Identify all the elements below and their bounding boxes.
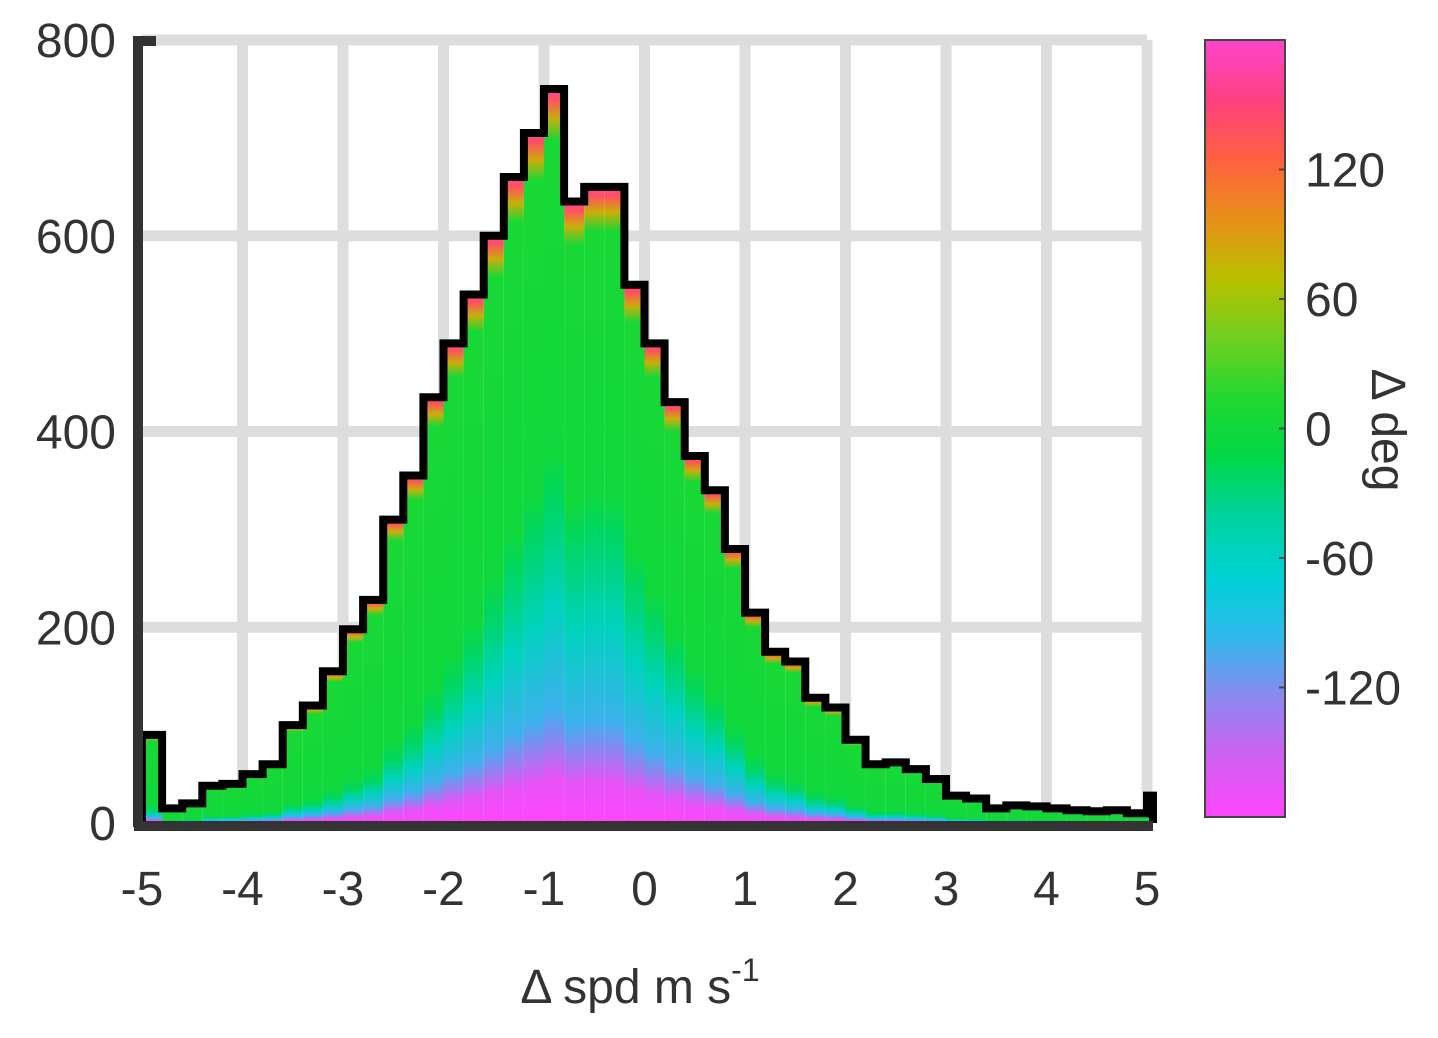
colorbar-tick-label: -120 (1305, 663, 1401, 716)
histogram-bar (865, 764, 886, 823)
histogram-bar (383, 519, 404, 823)
histogram-bar (704, 490, 725, 823)
x-tick-labels: -5 -4 -3 -2 -1 0 1 2 3 4 5 (121, 863, 1161, 916)
y-tick-label: 400 (36, 407, 116, 460)
histogram-bar (885, 762, 906, 823)
x-tick-label: 0 (631, 863, 658, 916)
histogram-outline-path (138, 84, 1157, 823)
y-tick-labels: 0 200 400 600 800 (36, 15, 116, 851)
histogram-bar (724, 548, 745, 823)
histogram-bar (785, 661, 806, 823)
y-tick-label: 600 (36, 211, 116, 264)
colorbar: -120 -60 0 60 120 (1204, 39, 1401, 818)
colorbar-tick-label: 60 (1305, 274, 1358, 327)
histogram-bar (1006, 805, 1027, 823)
colorbar-tick-label: -60 (1305, 533, 1374, 586)
x-tick-label: -2 (422, 863, 465, 916)
colorbar-gradient (1204, 39, 1286, 818)
colorbar-tick-label: 120 (1305, 145, 1385, 198)
x-axis-label: Δ spd m s-1 (520, 952, 759, 1014)
histogram-bar (544, 88, 565, 823)
x-tick-label: 2 (832, 863, 859, 916)
histogram-bar (684, 455, 705, 823)
histogram-bar (805, 697, 826, 823)
x-axis-label-superscript: -1 (731, 952, 759, 988)
histogram-bar (946, 795, 967, 823)
histogram-bar (624, 284, 645, 823)
axes (133, 36, 1153, 831)
y-tick-label: 0 (89, 798, 116, 851)
histogram-bar (182, 803, 203, 823)
x-tick-label: -4 (221, 863, 264, 916)
histogram-bar (845, 739, 866, 823)
histogram-bar (322, 671, 343, 823)
histogram-bar (242, 774, 263, 823)
histogram-bar (262, 764, 283, 823)
histogram-bar (302, 705, 323, 823)
histogram-bar (905, 769, 926, 823)
histogram-bar (443, 343, 464, 823)
y-axis-top-tick (138, 36, 156, 46)
histogram-bar (343, 629, 364, 823)
x-tick-label: -5 (121, 863, 164, 916)
x-tick-label: -3 (322, 863, 365, 916)
histogram-bar (423, 397, 444, 823)
histogram-bar (825, 707, 846, 823)
histogram-bar (1086, 811, 1107, 823)
x-tick-label: 5 (1134, 863, 1161, 916)
histogram-bar (403, 475, 424, 823)
histogram-bar (222, 783, 243, 823)
histogram-bar (202, 785, 223, 823)
histogram-bar (966, 798, 987, 823)
histogram-bars (142, 88, 1153, 824)
y-tick-label: 800 (36, 15, 116, 68)
histogram-bar (282, 725, 303, 823)
x-tick-label: 4 (1033, 863, 1060, 916)
histogram-bar (925, 778, 946, 823)
histogram-bar (584, 186, 605, 823)
histogram-bar (604, 186, 625, 823)
histogram-bar (363, 599, 384, 823)
histogram-bar (483, 235, 504, 823)
histogram-bar (1126, 813, 1147, 823)
histogram-bar (765, 651, 786, 823)
colorbar-label: Δ deg (1361, 369, 1414, 492)
x-tick-label: 1 (732, 863, 759, 916)
histogram-bar (142, 734, 163, 823)
histogram-bar (523, 132, 544, 823)
histogram-bar (644, 343, 665, 823)
histogram-bar (1026, 806, 1047, 823)
histogram-outline (138, 84, 1157, 823)
colorbar-tick-label: 0 (1305, 404, 1332, 457)
histogram-bar (745, 612, 766, 823)
x-tick-label: -1 (523, 863, 566, 916)
x-tick-label: 3 (933, 863, 960, 916)
histogram-bar (503, 177, 524, 823)
histogram-bar (463, 294, 484, 824)
histogram-bar (664, 402, 685, 823)
histogram-bar (564, 201, 585, 823)
y-tick-label: 200 (36, 602, 116, 655)
